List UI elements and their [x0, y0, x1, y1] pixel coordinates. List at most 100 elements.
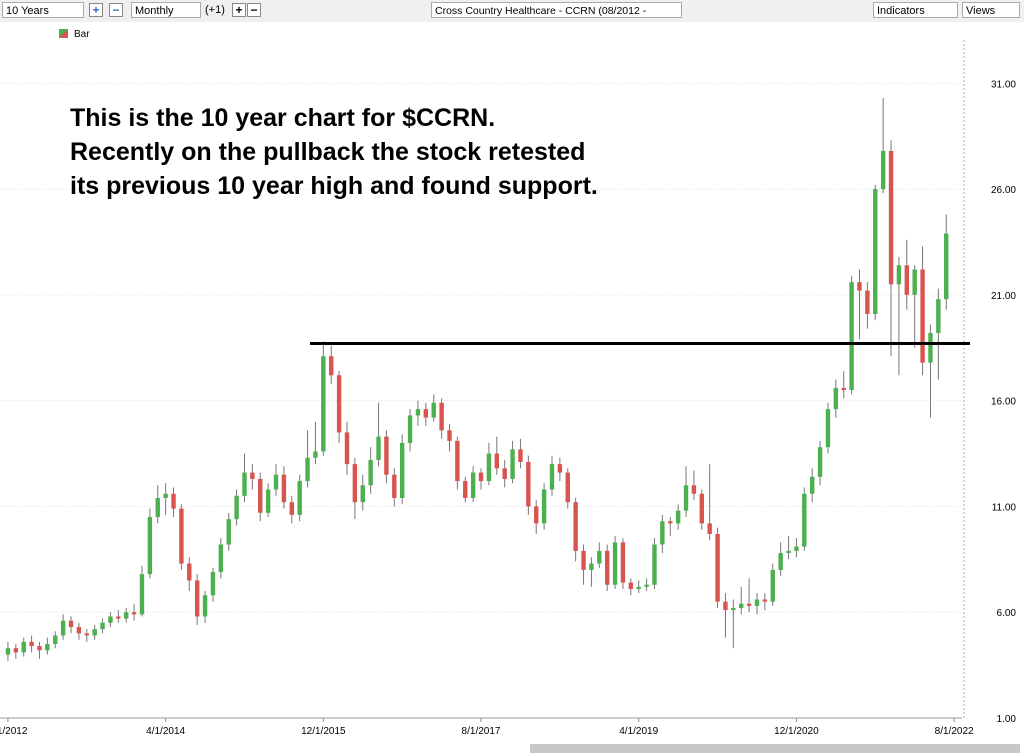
views-menu[interactable]: Views — [962, 2, 1020, 18]
candle-body — [573, 502, 578, 551]
candle — [660, 514, 665, 553]
candle — [100, 618, 105, 634]
candle-body — [794, 546, 799, 551]
offset-plus[interactable]: + — [232, 3, 246, 17]
candle — [873, 184, 878, 321]
candle — [273, 464, 279, 496]
candle-body — [258, 478, 263, 513]
candle-body — [5, 648, 11, 655]
candle — [84, 629, 89, 642]
scrollbar[interactable] — [530, 744, 1020, 753]
candle-body — [384, 436, 389, 475]
candle-body — [604, 550, 610, 585]
candle — [76, 622, 82, 640]
candle-body — [620, 542, 626, 583]
candle — [242, 453, 247, 503]
offset-minus[interactable]: − — [247, 3, 261, 17]
indicators-menu[interactable]: Indicators — [873, 2, 958, 18]
zoom-out[interactable]: − — [109, 3, 123, 17]
chart: Bar 1.00 6.00 11.00 16.00 21.00 26.00 31.00 8/1… — [0, 22, 1024, 753]
candle-body — [163, 493, 168, 498]
candle-body — [518, 449, 523, 463]
candle-body — [849, 282, 854, 391]
candle — [53, 631, 58, 649]
zoom-in[interactable]: + — [89, 3, 103, 17]
candle-body — [809, 476, 815, 494]
candle-body — [857, 282, 862, 291]
candle-body — [739, 603, 744, 608]
candle-body — [463, 481, 468, 498]
candle-body — [699, 493, 705, 524]
candle — [920, 246, 925, 376]
candle — [841, 371, 846, 399]
candle — [652, 538, 657, 589]
annotation-line: Recently on the pullback the stock retes… — [70, 138, 585, 166]
candle-body — [447, 430, 452, 441]
candle — [636, 580, 641, 594]
candle — [549, 455, 555, 496]
candle-body — [920, 269, 925, 363]
candle — [786, 536, 791, 560]
candle-body — [250, 472, 255, 479]
candle-body — [478, 472, 484, 482]
candle — [888, 140, 894, 357]
candle-body — [668, 521, 673, 524]
candle — [5, 641, 11, 661]
candle — [802, 487, 807, 551]
candle-body — [762, 599, 768, 602]
y-tick-label: 26.00 — [991, 185, 1016, 196]
candle — [392, 468, 397, 507]
candle — [904, 239, 910, 310]
range-select[interactable]: 10 Years — [2, 2, 84, 18]
candle-body — [833, 387, 839, 410]
candle-body — [76, 627, 82, 634]
interval-select[interactable]: Monthly — [131, 2, 201, 18]
x-tick-label: 4/1/2019 — [619, 726, 658, 737]
candle-body — [880, 151, 886, 190]
candle-body — [652, 544, 657, 585]
candle — [715, 527, 720, 608]
candle — [305, 430, 310, 488]
candle — [439, 398, 444, 439]
candle-body — [147, 517, 153, 575]
candle-body — [534, 506, 539, 524]
candle-body — [21, 641, 26, 653]
candle-body — [786, 550, 791, 553]
candle-body — [218, 544, 224, 573]
candle — [518, 438, 523, 469]
candle — [675, 504, 681, 530]
candle — [415, 400, 421, 427]
x-tick-label: 8/1/2012 — [0, 726, 28, 737]
symbol-input[interactable]: Cross Country Healthcare - CCRN (08/2012… — [431, 2, 682, 33]
candle-body — [549, 464, 555, 490]
candle — [597, 542, 602, 568]
candle-body — [329, 356, 334, 376]
candle-body — [202, 595, 208, 617]
candle-body — [597, 550, 602, 564]
candle-body — [660, 521, 665, 545]
candle-body — [313, 451, 318, 458]
candle — [809, 468, 815, 503]
candle — [376, 402, 381, 467]
candle-body — [581, 550, 586, 570]
candle-body — [131, 612, 137, 615]
candle-body — [912, 269, 917, 295]
y-tick-label: 21.00 — [991, 291, 1016, 302]
candle — [928, 324, 933, 418]
candle — [604, 544, 610, 592]
candle — [344, 421, 350, 475]
candle — [778, 542, 783, 577]
candle — [360, 474, 365, 511]
candle-body — [589, 563, 594, 570]
candle — [68, 616, 74, 634]
candle — [202, 591, 208, 623]
candle-body — [234, 495, 239, 520]
candle-body — [399, 442, 405, 498]
candle-body — [715, 533, 720, 602]
candle-body — [526, 462, 531, 507]
candle — [731, 599, 736, 649]
candle — [281, 466, 287, 509]
candle — [329, 345, 334, 384]
candle — [849, 275, 854, 395]
candle — [534, 500, 539, 534]
